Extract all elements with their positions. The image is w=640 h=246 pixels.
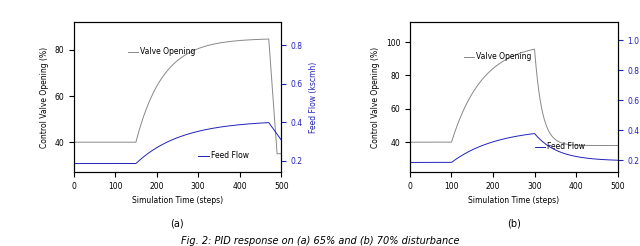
X-axis label: Simulation Time (steps): Simulation Time (steps) <box>132 197 223 205</box>
Y-axis label: Control Valve Opening (%): Control Valve Opening (%) <box>40 46 49 148</box>
Text: Feed Flow: Feed Flow <box>211 151 248 160</box>
X-axis label: Simulation Time (steps): Simulation Time (steps) <box>468 197 559 205</box>
Y-axis label: Control Valve Opening (%): Control Valve Opening (%) <box>371 46 380 148</box>
Text: Feed Flow: Feed Flow <box>547 142 585 151</box>
Text: Valve Opening: Valve Opening <box>476 52 532 61</box>
Title: (a): (a) <box>171 219 184 229</box>
Title: (b): (b) <box>507 219 521 229</box>
Text: Fig. 2: PID response on (a) 65% and (b) 70% disturbance: Fig. 2: PID response on (a) 65% and (b) … <box>180 235 460 246</box>
Text: Valve Opening: Valve Opening <box>140 47 195 57</box>
Y-axis label: Feed Flow (kscmh): Feed Flow (kscmh) <box>308 62 317 133</box>
